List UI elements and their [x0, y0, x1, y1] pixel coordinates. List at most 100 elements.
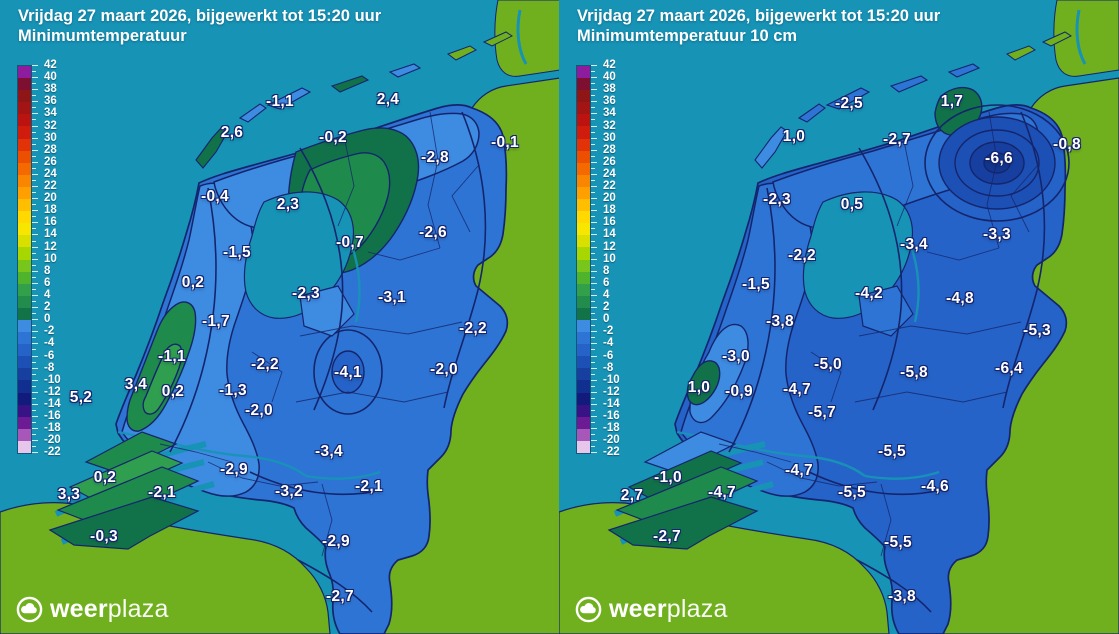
scale-tick-label: 10 [44, 252, 57, 265]
scale-tick-label: -6 [603, 349, 614, 362]
temperature-contour-ring [331, 350, 365, 394]
scale-color-segment [18, 247, 31, 260]
temperature-contour-line [169, 187, 217, 453]
wadden-island [266, 87, 312, 110]
map-title: Vrijdag 27 maart 2026, bijgewerkt tot 15… [577, 6, 940, 46]
scale-tick [32, 210, 38, 212]
scale-color-segment [577, 404, 590, 417]
scale-minor-tick [32, 349, 36, 351]
scale-tick [32, 391, 38, 393]
scale-tick [591, 101, 597, 103]
scale-minor-tick [32, 422, 36, 424]
scale-tick [591, 161, 597, 163]
temperature-label: -2,2 [459, 320, 487, 337]
scale-minor-tick [591, 288, 595, 290]
scale-tick-label: -10 [603, 373, 620, 386]
scale-color-segment [18, 162, 31, 175]
map-title: Vrijdag 27 maart 2026, bijgewerkt tot 15… [18, 6, 381, 46]
province-border [337, 135, 355, 227]
scale-tick [591, 270, 597, 272]
temperature-contour-line [858, 147, 903, 411]
scale-tick [591, 403, 597, 405]
scale-tick-label: 30 [603, 131, 616, 144]
scale-color-segment [577, 259, 590, 272]
scale-color-segment [18, 90, 31, 103]
temperature-contour-line [299, 147, 344, 411]
scale-tick-label: 10 [603, 252, 616, 265]
zeeland-island [68, 450, 184, 502]
wadden-island [825, 87, 871, 110]
panel-minimumtemperatuur-10cm: Vrijdag 27 maart 2026, bijgewerkt tot 15… [559, 0, 1119, 634]
scale-color-segment [577, 150, 590, 163]
temperature-label: -2,3 [292, 285, 320, 302]
temperature-label: 2,6 [220, 124, 244, 141]
scale-minor-tick [591, 240, 595, 242]
scale-color-segment [18, 126, 31, 139]
scale-color-segment [18, 295, 31, 308]
temperature-label: 2,3 [276, 196, 300, 213]
scale-tick [32, 319, 38, 321]
scale-minor-tick [591, 313, 595, 315]
map-title-date: Vrijdag 27 maart 2026, bijgewerkt tot 15… [18, 7, 382, 25]
scale-tick [591, 343, 597, 345]
scale-tick-label: 8 [44, 264, 51, 277]
river [350, 245, 361, 323]
zeeland-island [627, 450, 743, 502]
scale-color-segment [18, 186, 31, 200]
scale-tick-label: 22 [603, 180, 616, 193]
scale-tick-label: 8 [603, 264, 610, 277]
province-border [926, 247, 1000, 261]
scale-tick-label: -12 [44, 385, 61, 398]
temperature-label: -4,7 [783, 381, 811, 398]
temperature-zone [142, 343, 183, 415]
temperature-label: -5,7 [808, 404, 836, 421]
scale-minor-tick [591, 276, 595, 278]
temperature-label: 0,2 [181, 274, 205, 291]
temperature-label: 0,2 [93, 469, 117, 486]
scale-color-segment [577, 332, 590, 345]
scale-minor-tick [591, 228, 595, 230]
temperature-label: -0,4 [201, 188, 229, 205]
scale-tick [591, 367, 597, 369]
scale-tick-label: -16 [44, 410, 61, 423]
scale-color-segment [577, 416, 590, 429]
scale-tick [591, 355, 597, 357]
wadden-island [195, 126, 229, 169]
scale-color-segment [18, 404, 31, 417]
temperature-label: -2,7 [326, 588, 354, 605]
netherlands-ground-temperature-map [559, 0, 1119, 634]
scale-tick-label: 34 [603, 107, 616, 120]
scale-color-segment [577, 392, 590, 405]
temperature-contour-line [249, 471, 383, 496]
german-island [446, 45, 477, 61]
scale-tick-label: 28 [44, 143, 57, 156]
scale-minor-tick [32, 167, 36, 169]
temperature-contour-line [1002, 111, 1046, 409]
scale-color-segment [577, 138, 590, 151]
netherlands-temperature-map [0, 0, 560, 634]
scale-minor-tick [32, 192, 36, 194]
scale-tick [591, 282, 597, 284]
scale-minor-tick [591, 83, 595, 85]
scale-color-segment [577, 295, 590, 308]
scale-minor-tick [591, 252, 595, 254]
scale-minor-tick [32, 337, 36, 339]
scale-bar [17, 65, 32, 455]
foreign-land-germany-coast [494, 0, 560, 77]
scale-minor-tick [32, 434, 36, 436]
wadden-island [947, 63, 981, 78]
temperature-label: -5,8 [900, 364, 928, 381]
scale-color-segment [577, 211, 590, 224]
temperature-label: -0,3 [90, 528, 118, 545]
scale-minor-tick [591, 434, 595, 436]
scale-color-segment [18, 440, 31, 453]
scale-color-segment [18, 307, 31, 320]
scale-tick-label: -8 [603, 361, 614, 374]
scale-minor-tick [32, 119, 36, 121]
temperature-label: -6,4 [995, 360, 1023, 377]
zeeland-island [84, 431, 178, 474]
scale-tick [32, 403, 38, 405]
wadden-island [388, 63, 422, 78]
scale-minor-tick [591, 119, 595, 121]
scale-tick [32, 295, 38, 296]
